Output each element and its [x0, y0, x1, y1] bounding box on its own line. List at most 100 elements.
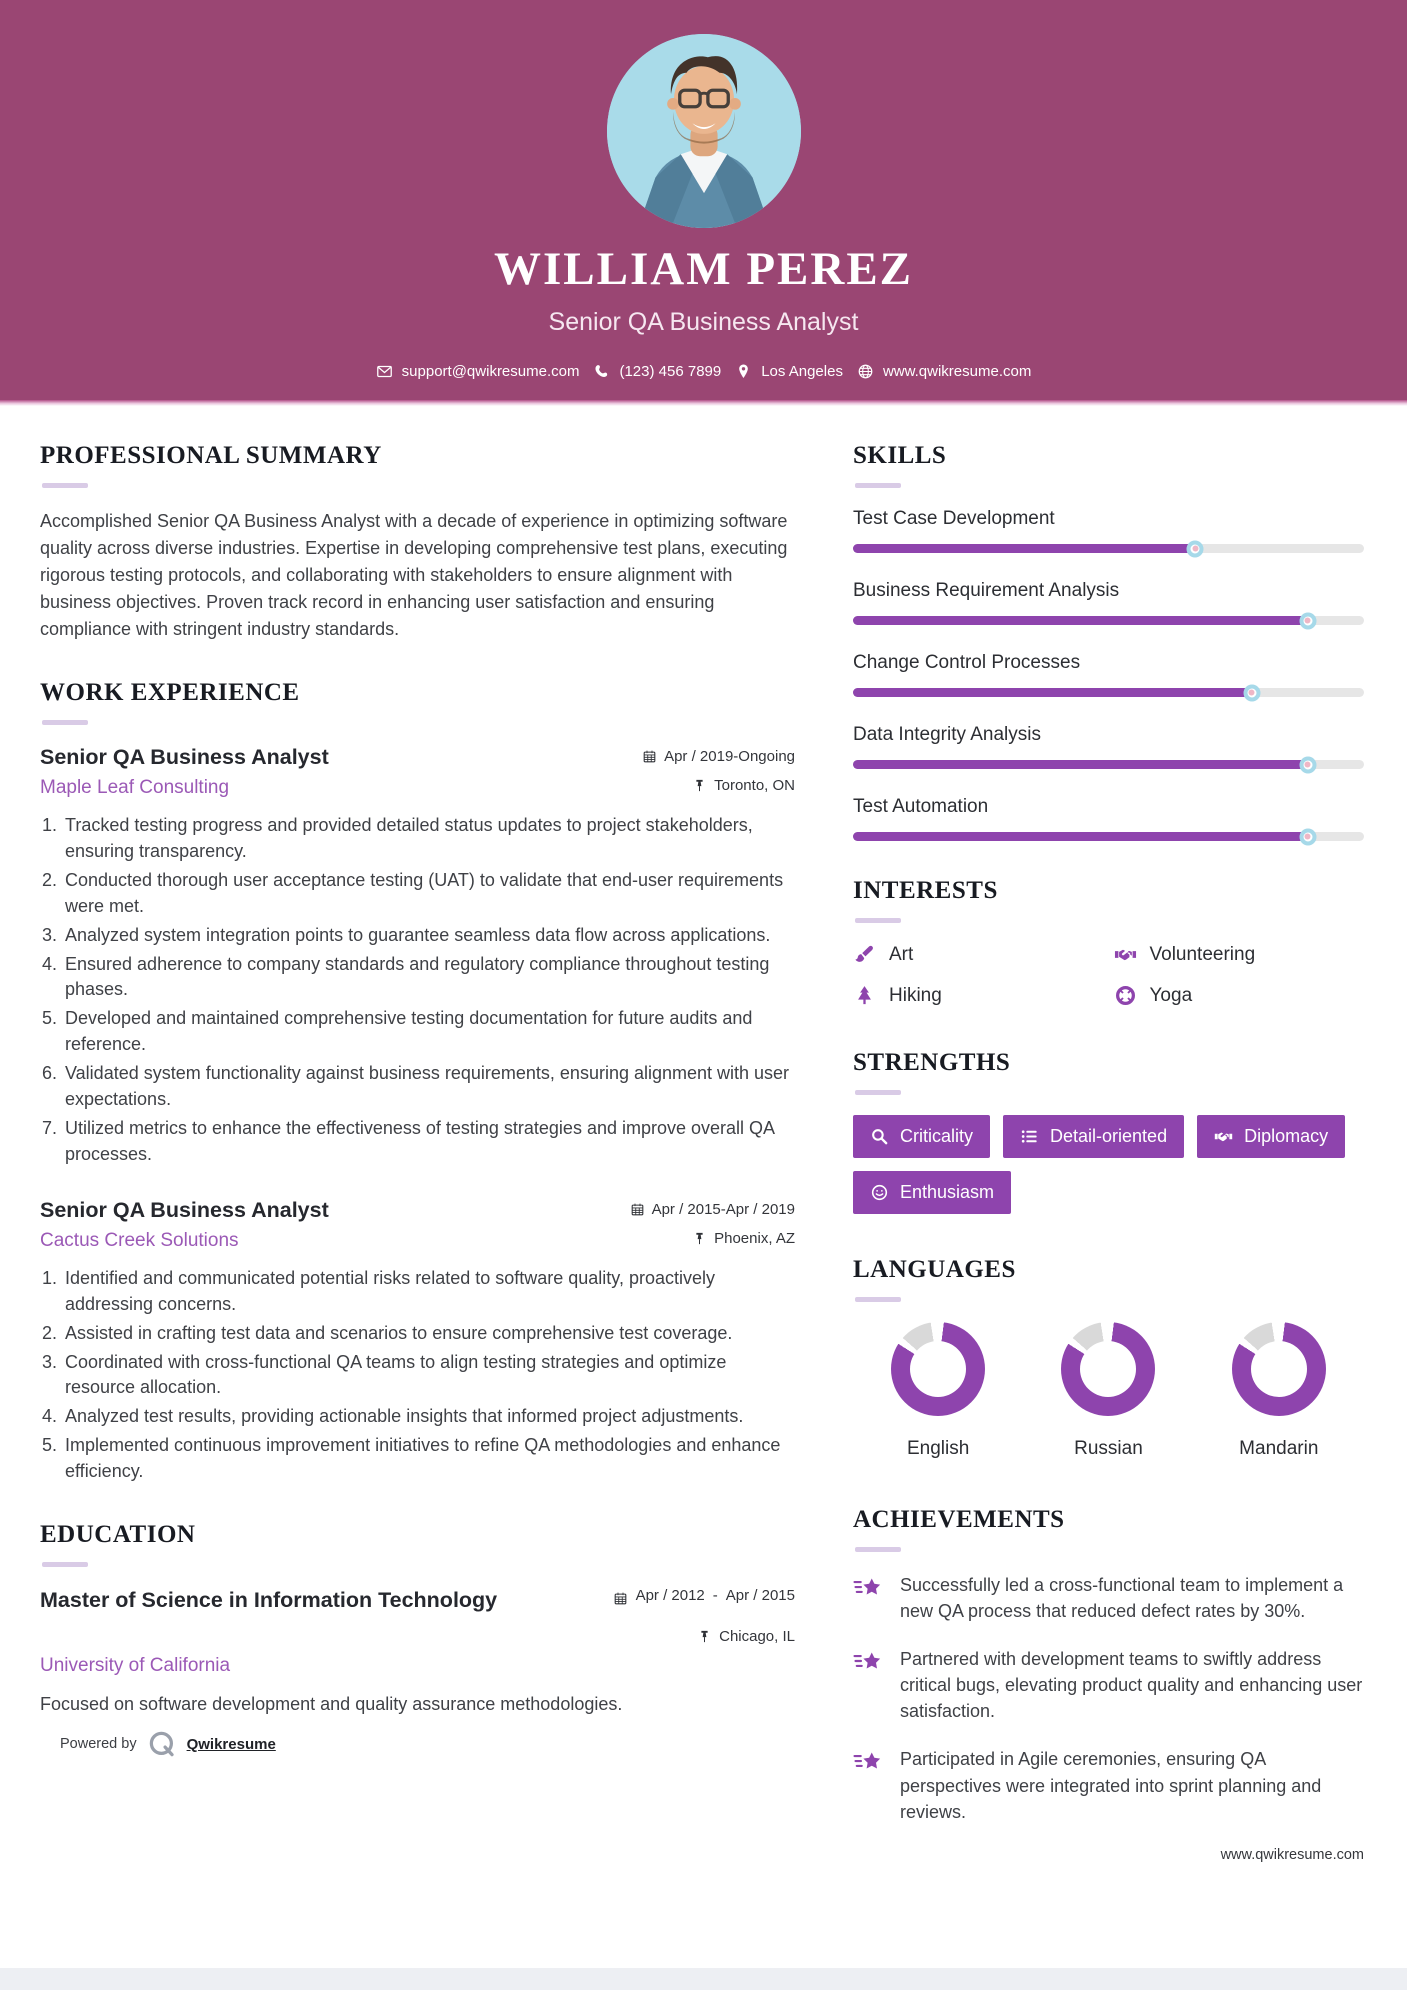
section-achievements: ACHIEVEMENTS Successfully led a cross-fu… [853, 1506, 1364, 1863]
contact-bar: support@qwikresume.com (123) 456 7899 Lo… [0, 363, 1407, 380]
job-bullet: Identified and communicated potential ri… [62, 1266, 795, 1318]
left-column: PROFESSIONAL SUMMARY Accomplished Senior… [40, 406, 795, 1863]
avatar [606, 34, 801, 228]
section-underline [855, 918, 901, 923]
skill-slider-fill [853, 688, 1252, 697]
summary-text: Accomplished Senior QA Business Analyst … [40, 511, 788, 639]
section-languages: LANGUAGES English Russian Mandarin [853, 1256, 1364, 1460]
shooting-star-icon [853, 1574, 883, 1604]
skill-label: Change Control Processes [853, 652, 1081, 673]
skill-slider-handle[interactable] [1299, 828, 1317, 845]
section-underline [855, 483, 901, 488]
qwikresume-link[interactable]: Qwikresume [186, 1735, 276, 1753]
handshake-icon [1114, 943, 1137, 966]
strength-badge: Diplomacy [1197, 1115, 1346, 1158]
skill-slider[interactable] [853, 540, 1364, 557]
section-title: LANGUAGES [853, 1256, 1016, 1283]
phone-icon [595, 365, 608, 377]
skill-item: Data Integrity Analysis [853, 724, 1364, 773]
job-title: Senior QA Business Analyst [40, 1197, 329, 1222]
job-dates-text: Apr / 2015-Apr / 2019 [651, 1200, 795, 1218]
strength-label: Detail-oriented [1050, 1126, 1168, 1146]
skill-slider-handle[interactable] [1299, 612, 1317, 629]
skill-slider-handle[interactable] [1243, 684, 1261, 701]
contact-location: Los Angeles [735, 363, 843, 380]
job-location: Phoenix, AZ [692, 1230, 795, 1247]
job-entry: Senior QA Business Analyst Apr / 2015-Ap… [40, 1198, 795, 1485]
job-bullet: Developed and maintained comprehensive t… [62, 1006, 795, 1058]
skill-item: Business Requirement Analysis [853, 580, 1364, 629]
job-bullets: Identified and communicated potential ri… [62, 1266, 795, 1485]
right-column: SKILLS Test Case Development Business Re… [853, 406, 1364, 1863]
section-strengths: STRENGTHS Criticality Detail-oriented Di… [853, 1049, 1364, 1214]
job-dates: Apr / 2015-Apr / 2019 [630, 1201, 795, 1218]
section-underline [42, 720, 88, 725]
skill-slider-fill [853, 544, 1196, 553]
skill-slider[interactable] [853, 684, 1364, 701]
job-location: Toronto, ON [692, 777, 795, 794]
achievement-text: Successfully led a cross-functional team… [900, 1575, 1344, 1622]
contact-phone[interactable]: (123) 456 7899 [593, 363, 721, 380]
job-bullet: Assisted in crafting test data and scena… [62, 1321, 795, 1347]
skill-item: Change Control Processes [853, 652, 1364, 701]
contact-email-text: support@qwikresume.com [401, 363, 580, 380]
section-title: WORK EXPERIENCE [40, 679, 300, 706]
section-education: EDUCATION Master of Science in Informati… [40, 1521, 795, 1759]
interest-label: Yoga [1149, 984, 1193, 1006]
job-bullet: Validated system functionality against b… [62, 1061, 795, 1113]
education-location: Chicago, IL [613, 1628, 795, 1645]
profile-photo [606, 34, 801, 228]
section-title: EDUCATION [40, 1521, 196, 1549]
skill-slider-fill [853, 616, 1308, 625]
education-meta: Apr / 2012 - Apr / 2015 Chicago, IL [613, 1587, 795, 1645]
job-dates-text: Apr / 2019-Ongoing [664, 748, 795, 765]
section-interests: INTERESTS Art Volunteering Hiking Yoga [853, 877, 1364, 1007]
education-date-separator: - [712, 1587, 718, 1605]
skill-label: Data Integrity Analysis [853, 724, 1041, 745]
map-pin-icon [739, 364, 749, 379]
company-name[interactable]: Maple Leaf Consulting [40, 777, 230, 798]
skills-list: Test Case Development Business Requireme… [853, 508, 1364, 845]
skill-label: Test Case Development [853, 508, 1055, 529]
strength-label: Enthusiasm [900, 1182, 995, 1202]
jobs-list: Senior QA Business Analyst Apr / 2019-On… [40, 745, 795, 1485]
job-entry: Senior QA Business Analyst Apr / 2019-On… [40, 745, 795, 1168]
strength-badge: Enthusiasm [853, 1171, 1012, 1214]
language-label: Russian [1074, 1438, 1143, 1459]
skill-slider[interactable] [853, 612, 1364, 629]
company-name[interactable]: Cactus Creek Solutions [40, 1229, 239, 1251]
section-underline [855, 1090, 901, 1095]
job-bullet: Implemented continuous improvement initi… [62, 1433, 795, 1485]
paintbrush-icon [853, 943, 876, 966]
interest-label: Hiking [889, 984, 942, 1006]
candidate-name: WILLIAM PEREZ [493, 243, 914, 295]
contact-website[interactable]: www.qwikresume.com [857, 363, 1031, 380]
skill-slider-fill [853, 760, 1308, 769]
strength-label: Diplomacy [1244, 1126, 1329, 1146]
skill-slider-fill [853, 832, 1308, 841]
contact-email[interactable]: support@qwikresume.com [376, 363, 580, 380]
section-underline [42, 1562, 88, 1568]
achievement-text: Participated in Agile ceremonies, ensuri… [900, 1749, 1322, 1822]
skill-item: Test Automation [853, 796, 1364, 845]
calendar-icon [614, 1592, 626, 1605]
smiley-icon [870, 1183, 889, 1202]
interest-label: Volunteering [1149, 943, 1256, 965]
skill-slider[interactable] [853, 756, 1364, 773]
skill-slider-handle[interactable] [1299, 756, 1317, 773]
job-title: Senior QA Business Analyst [40, 745, 329, 769]
skill-slider[interactable] [853, 828, 1364, 845]
interest-label: Art [889, 943, 914, 965]
section-underline [855, 1297, 901, 1302]
job-bullet: Conducted thorough user acceptance testi… [62, 868, 795, 920]
education-dates: Apr / 2012 - Apr / 2015 [613, 1587, 795, 1606]
pine-tree-icon [853, 984, 876, 1007]
skill-slider-handle[interactable] [1186, 540, 1204, 557]
contact-website-text: www.qwikresume.com [882, 363, 1032, 380]
header-accent-edge [0, 400, 1407, 406]
strength-badge: Detail-oriented [1003, 1115, 1185, 1158]
language-item: Mandarin [1194, 1322, 1364, 1460]
section-title: ACHIEVEMENTS [853, 1506, 1065, 1533]
section-title: SKILLS [853, 442, 947, 469]
site-link[interactable]: www.qwikresume.com [1220, 1846, 1364, 1863]
